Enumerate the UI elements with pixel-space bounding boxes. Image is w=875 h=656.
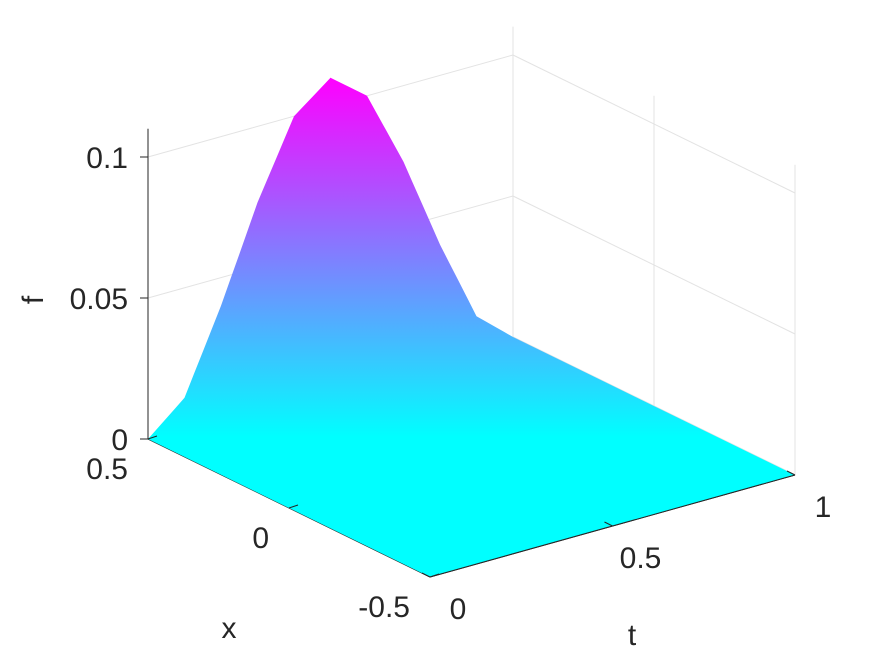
x-tick-0 [429,573,440,578]
t-tick-label-2: 1 [815,491,832,524]
f-tick-label-0: 0 [111,424,128,457]
surface [148,77,796,578]
x-tick-1 [288,504,299,509]
t-axis-label: t [628,619,637,652]
t-tick-label-1: 0.5 [620,542,662,575]
t-tick-0 [421,572,431,578]
x-axis-label: x [222,612,237,645]
x-tick-label-2: 0.5 [86,453,128,486]
x-tick-label-1: 0 [252,522,269,555]
grid-line-right-f-1 [512,195,796,335]
f-axis-label: f [17,295,50,304]
f-tick-label-1: 0.05 [70,283,128,316]
t-tick-1 [604,521,613,527]
x-tick-2 [147,435,158,440]
tick-labels: 00.51-0.500.500.050.1 [70,142,832,626]
x-tick-label-0: -0.5 [358,591,410,624]
f-tick-label-2: 0.1 [86,142,128,175]
t-tick-label-0: 0 [450,593,467,626]
grid-line-right-f-2 [512,54,796,194]
t-tick-2 [786,470,796,476]
surface-body [148,77,795,578]
